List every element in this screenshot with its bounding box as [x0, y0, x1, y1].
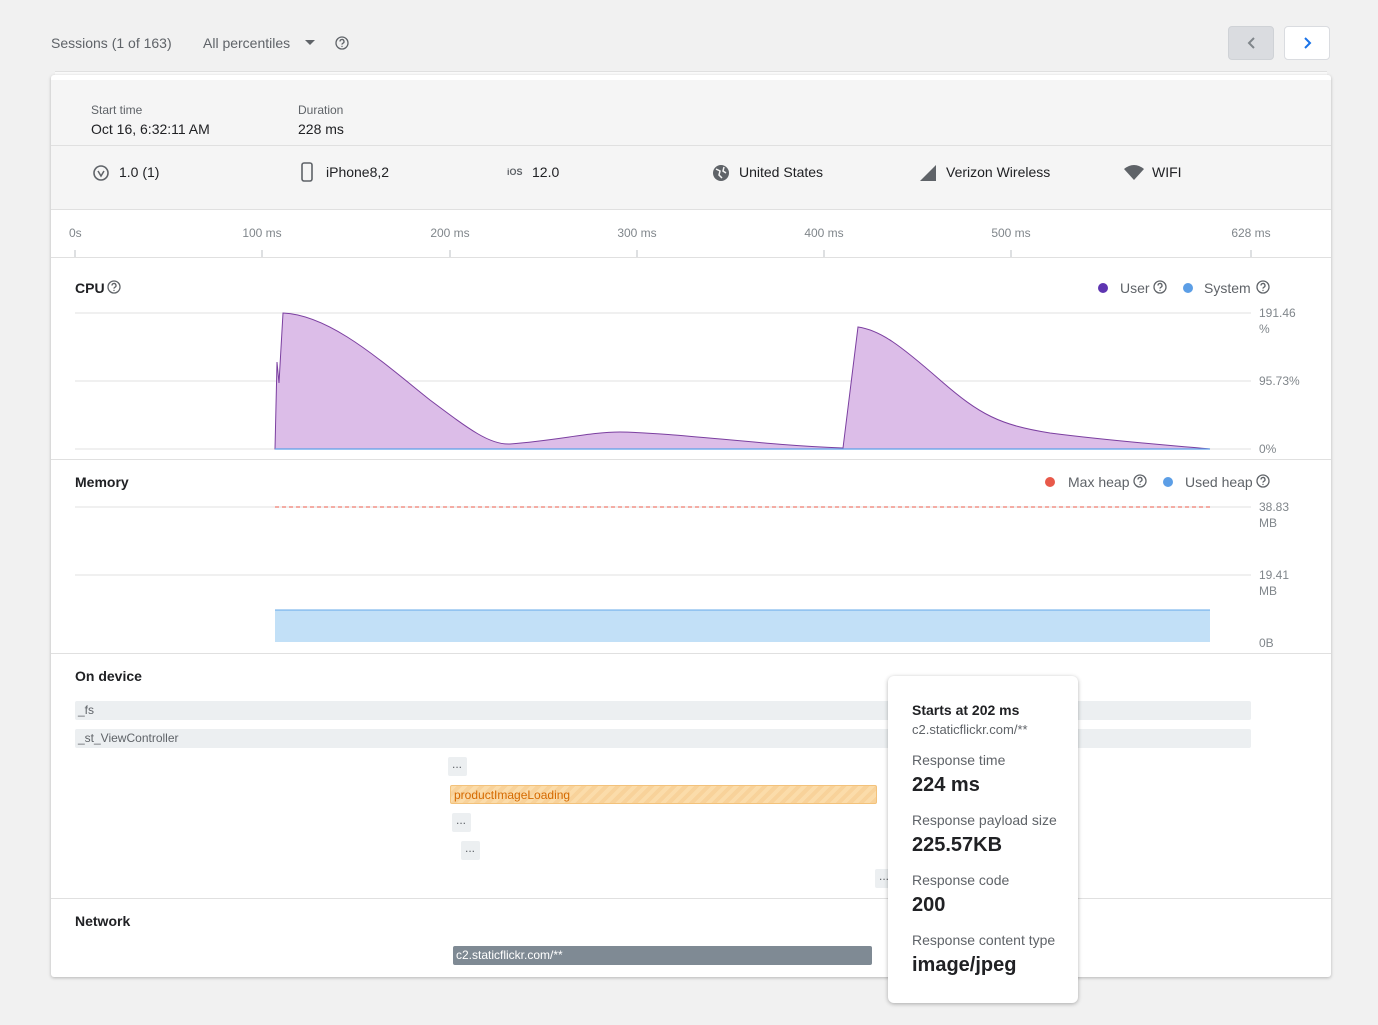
- network-type: WIFI: [1152, 164, 1182, 180]
- timeline-tick-label: 628 ms: [1231, 226, 1270, 240]
- field-value: 224 ms: [912, 774, 980, 797]
- prev-icon: [1229, 27, 1273, 59]
- field-label: Response content type: [912, 932, 1055, 948]
- os-icon: iOS: [507, 167, 523, 177]
- axis-label: 19.41 MB: [1259, 567, 1303, 599]
- field-label: Response time: [912, 752, 1005, 768]
- country: United States: [739, 164, 823, 180]
- timeline-tick-label: 300 ms: [617, 226, 656, 240]
- version-icon: [91, 163, 111, 183]
- timeline-svg: 0s 100 ms 200 ms 300 ms 400 ms 500 ms 628 ms: [51, 210, 1331, 258]
- app-version: 1.0 (1): [119, 164, 159, 180]
- trace-bar[interactable]: ...: [448, 757, 467, 776]
- used-heap-area: [275, 610, 1210, 642]
- axis-label: 0%: [1259, 441, 1303, 457]
- field-label: Response payload size: [912, 812, 1057, 828]
- label: Duration: [298, 103, 343, 117]
- network-section: Network c2.staticflickr.com/**: [51, 898, 1331, 978]
- session-card: Start time Oct 16, 6:32:11 AM Duration 2…: [51, 75, 1331, 977]
- field-value: 225.57KB: [912, 834, 1002, 857]
- carrier: Verizon Wireless: [946, 164, 1050, 180]
- carrier-icon: [919, 164, 937, 182]
- cpu-chart: [51, 258, 1261, 459]
- axis-label: 191.46 %: [1259, 305, 1303, 337]
- value: Oct 16, 6:32:11 AM: [91, 121, 210, 137]
- section-title: Network: [75, 913, 130, 929]
- device: iPhone8,2: [326, 164, 389, 180]
- axis-label: 38.83 MB: [1259, 499, 1303, 531]
- next-button[interactable]: [1284, 26, 1330, 60]
- section-title: On device: [75, 668, 142, 684]
- field-label: Response code: [912, 872, 1009, 888]
- timeline-axis: 0s 100 ms 200 ms 300 ms 400 ms 500 ms 628 ms: [51, 209, 1331, 258]
- value: 228 ms: [298, 121, 344, 137]
- axis-label: 95.73%: [1259, 373, 1319, 389]
- field-value: image/jpeg: [912, 954, 1016, 977]
- tooltip-title: Starts at 202 ms: [912, 702, 1019, 718]
- tooltip: Starts at 202 ms c2.staticflickr.com/** …: [888, 676, 1078, 1003]
- timeline-tick-label: 200 ms: [430, 226, 469, 240]
- axis-label: 0B: [1259, 635, 1303, 651]
- prev-button[interactable]: [1228, 26, 1274, 60]
- help-icon[interactable]: [335, 36, 349, 50]
- on-device-section: On device _fs _st_ViewController ... pro…: [51, 653, 1331, 899]
- tooltip-url: c2.staticflickr.com/**: [912, 722, 1028, 737]
- trace-bar[interactable]: ...: [461, 841, 480, 860]
- memory-chart: [51, 460, 1261, 654]
- timeline-tick-label: 0s: [69, 226, 82, 240]
- globe-icon: [711, 163, 731, 183]
- timeline-tick-label: 400 ms: [804, 226, 843, 240]
- memory-section: Memory Max heap Used heap 38.83 MB 19.41…: [51, 459, 1331, 654]
- os-version: 12.0: [532, 164, 559, 180]
- dropdown-arrow[interactable]: [304, 39, 316, 47]
- network-request-bar[interactable]: c2.staticflickr.com/**: [453, 946, 872, 965]
- next-icon: [1285, 27, 1329, 59]
- attributes-row: 1.0 (1) iPhone8,2 iOS 12.0 United States…: [51, 145, 1331, 210]
- label: Start time: [91, 103, 142, 117]
- cpu-section: CPU User System 191.46 % 95.73% 0%: [51, 257, 1331, 459]
- device-icon: [300, 162, 314, 182]
- field-value: 200: [912, 894, 945, 917]
- timeline-tick-label: 500 ms: [991, 226, 1030, 240]
- trace-bar[interactable]: ...: [452, 813, 471, 832]
- trace-bar-highlighted[interactable]: productImageLoading: [450, 785, 877, 804]
- percentile-select[interactable]: All percentiles: [203, 35, 290, 51]
- wifi-icon: [1123, 164, 1145, 182]
- timeline-tick-label: 100 ms: [242, 226, 281, 240]
- sessions-count: Sessions (1 of 163): [51, 35, 172, 51]
- summary-row: Start time Oct 16, 6:32:11 AM Duration 2…: [51, 80, 1331, 145]
